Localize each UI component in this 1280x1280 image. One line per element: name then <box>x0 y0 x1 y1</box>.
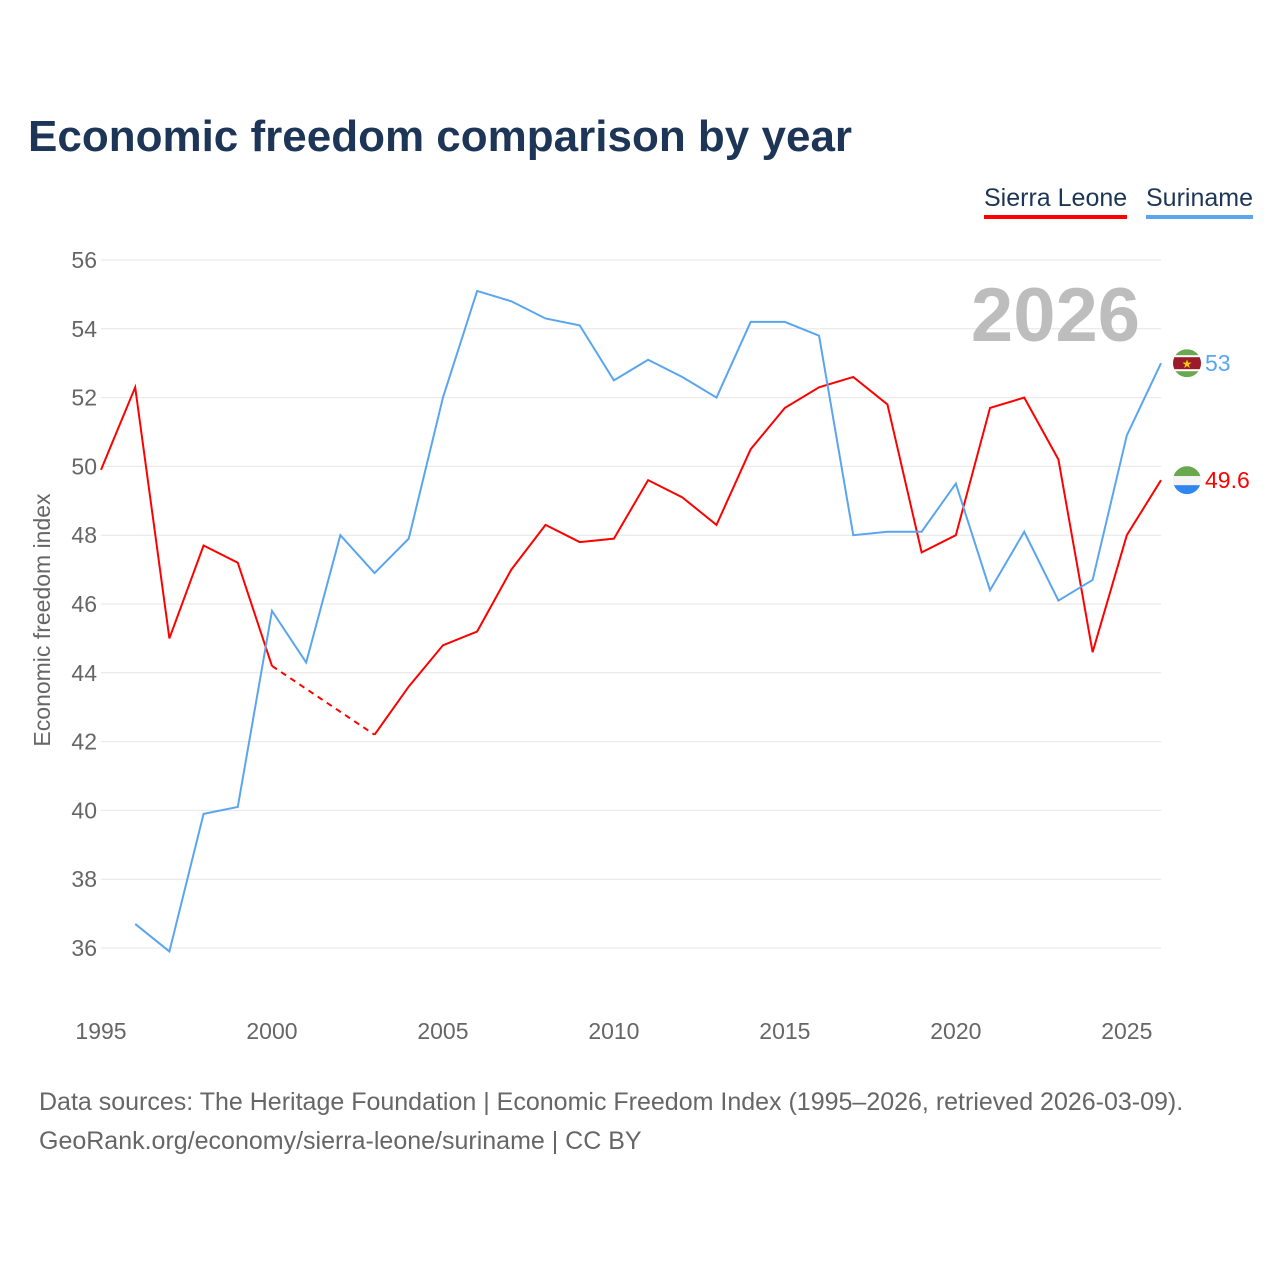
y-tick-label: 48 <box>71 522 97 548</box>
x-tick-label: 2000 <box>246 1018 297 1044</box>
y-tick-label: 54 <box>71 316 97 342</box>
y-axis-label: Economic freedom index <box>29 493 55 747</box>
series-line-suriname <box>134 289 1162 954</box>
series-line-sierra-leone <box>100 383 273 667</box>
y-tick-label: 52 <box>71 385 97 411</box>
svg-text:★: ★ <box>1182 357 1193 371</box>
footer-link[interactable]: GeoRank.org/economy/sierra-leone/surinam… <box>39 1127 642 1155</box>
y-tick-label: 36 <box>71 935 97 961</box>
x-tick-label: 2025 <box>1101 1018 1152 1044</box>
chart-title: Economic freedom comparison by year <box>28 112 853 161</box>
footer-sources: Data sources: The Heritage Foundation | … <box>39 1088 1184 1116</box>
x-tick-label: 2010 <box>588 1018 639 1044</box>
x-tick-label: 2020 <box>930 1018 981 1044</box>
suriname-flag-icon: ★ <box>1173 349 1201 378</box>
year-watermark: 2026 <box>971 273 1140 358</box>
x-tick-label: 2015 <box>759 1018 810 1044</box>
y-tick-label: 40 <box>71 797 97 823</box>
x-tick-label: 2005 <box>417 1018 468 1044</box>
legend-sierra-leone[interactable]: Sierra Leone <box>984 184 1128 219</box>
end-value-label: 49.6 <box>1205 467 1250 493</box>
gap-connector <box>271 665 376 736</box>
series-line-sierra-leone <box>373 375 1162 736</box>
y-tick-label: 50 <box>71 453 97 479</box>
y-tick-label: 56 <box>71 247 97 273</box>
y-tick-label: 38 <box>71 866 97 892</box>
end-value-label: 53 <box>1205 350 1231 376</box>
x-tick-label: 1995 <box>75 1018 126 1044</box>
y-tick-label: 46 <box>71 591 97 617</box>
legend-suriname[interactable]: Suriname <box>1146 184 1253 219</box>
y-tick-label: 44 <box>71 660 97 686</box>
sierra-leone-flag-icon <box>1173 466 1201 495</box>
y-tick-label: 42 <box>71 729 97 755</box>
